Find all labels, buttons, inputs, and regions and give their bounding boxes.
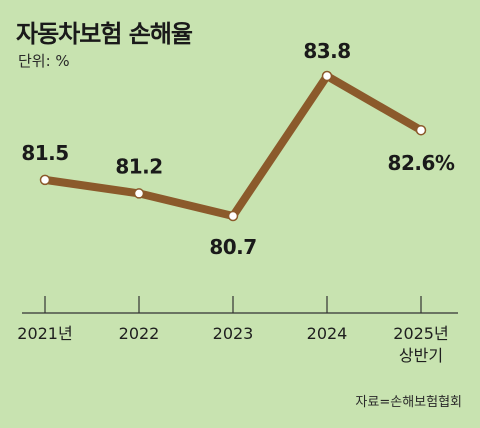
- x-label-0: 2021년: [17, 324, 72, 343]
- unit-label: 단위: %: [18, 52, 70, 70]
- data-points: [39, 70, 427, 222]
- x-axis: [22, 296, 458, 314]
- x-label-4: 2025년 상반기: [393, 324, 448, 365]
- x-label-1: 2022: [119, 324, 160, 343]
- data-label-1: 81.2: [115, 154, 162, 178]
- chart-title: 자동차보험 손해율: [16, 20, 193, 48]
- data-point-0: [39, 174, 51, 186]
- data-label-4: 82.6%: [388, 151, 455, 175]
- data-point-1: [133, 188, 145, 199]
- x-label-2: 2023: [213, 324, 254, 343]
- data-label-3: 83.8: [303, 39, 350, 63]
- series-line: [41, 72, 425, 220]
- data-point-4: [415, 124, 427, 136]
- source-note: 자료=손해보험협회: [355, 395, 462, 410]
- data-labels: 81.5 81.2 80.7 83.8 82.6%: [21, 39, 455, 259]
- x-label-3: 2024: [307, 324, 348, 343]
- series-line-group: [41, 72, 425, 220]
- data-label-0: 81.5: [21, 141, 68, 165]
- data-label-2: 80.7: [209, 235, 256, 259]
- data-point-3: [321, 70, 333, 82]
- x-tick-labels: 2021년 2022 2023 2024 2025년 상반기: [17, 324, 448, 365]
- data-point-2: [227, 210, 239, 222]
